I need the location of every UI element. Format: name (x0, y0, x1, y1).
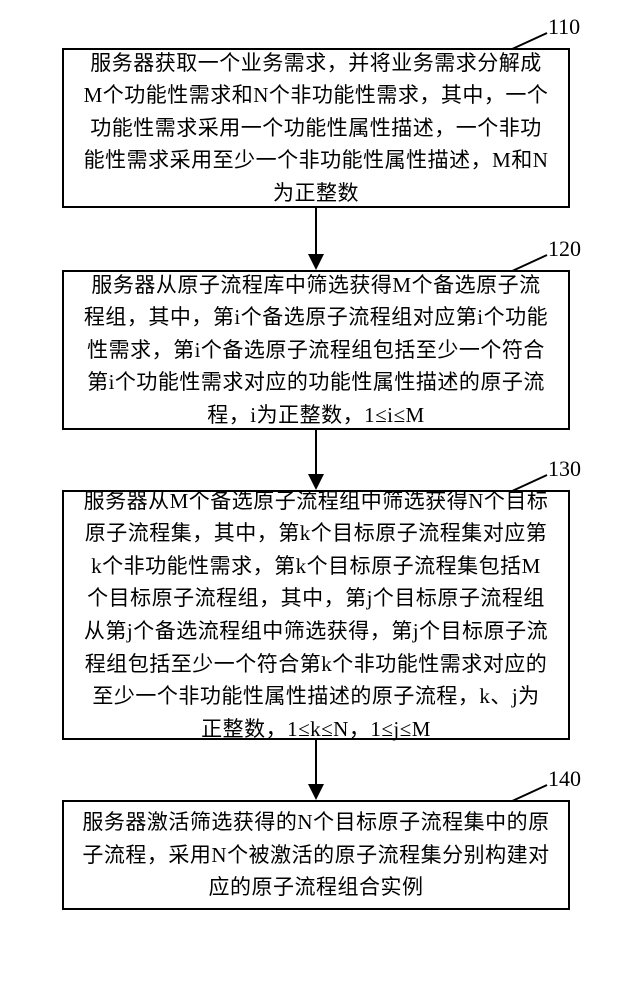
step-140: 服务器激活筛选获得的N个目标原子流程集中的原子流程，采用N个被激活的原子流程集分… (62, 800, 570, 910)
flowchart-canvas: 110 服务器获取一个业务需求，并将业务需求分解成M个功能性需求和N个非功能性需… (0, 0, 629, 1000)
step-140-text: 服务器激活筛选获得的N个目标原子流程集中的原子流程，采用N个被激活的原子流程集分… (82, 806, 550, 904)
